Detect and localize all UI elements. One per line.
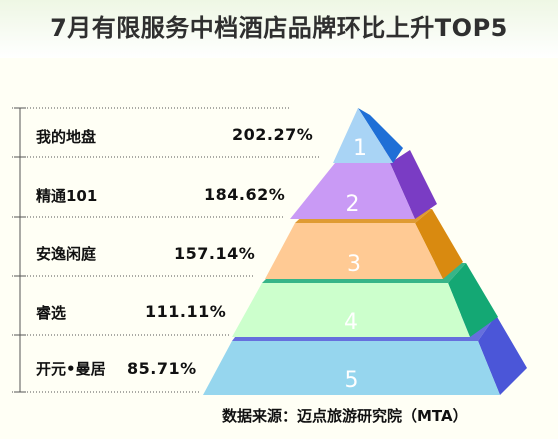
pyramid-tier-bar — [203, 341, 500, 395]
rank-label: 5 — [345, 368, 359, 393]
pyramid-tier-side — [358, 108, 403, 163]
value-label: 85.71% — [127, 359, 197, 378]
rank-label: 1 — [353, 136, 367, 161]
category-label: 精通101 — [36, 187, 98, 205]
title-band — [0, 0, 558, 58]
value-label: 184.62% — [204, 185, 286, 204]
pyramid-tier-bar — [290, 163, 415, 219]
rank-label: 3 — [347, 252, 361, 277]
rank-label: 4 — [344, 310, 358, 335]
pyramid-tier-side — [415, 209, 463, 279]
category-label: 开元•曼居 — [36, 360, 106, 378]
value-label: 111.11% — [145, 302, 227, 321]
pyramid-tier-side — [390, 150, 437, 219]
pyramid-tier-bar — [232, 283, 470, 337]
chart-title: 7月有限服务中档酒店品牌环比上升TOP5 — [50, 14, 508, 42]
category-label: 安逸闲庭 — [36, 245, 97, 263]
value-label: 157.14% — [174, 244, 256, 263]
rank-label: 2 — [346, 192, 360, 217]
pyramid-tier-bar — [333, 108, 393, 163]
data-source: 数据来源：迈点旅游研究院（MTA） — [222, 407, 468, 425]
category-label: 我的地盘 — [36, 128, 97, 146]
pyramid-tier-side — [448, 263, 498, 337]
pyramid-tier-bar — [265, 223, 443, 279]
value-label: 202.27% — [232, 125, 314, 144]
category-label: 睿选 — [36, 304, 67, 322]
pyramid-tier-side — [478, 315, 527, 395]
